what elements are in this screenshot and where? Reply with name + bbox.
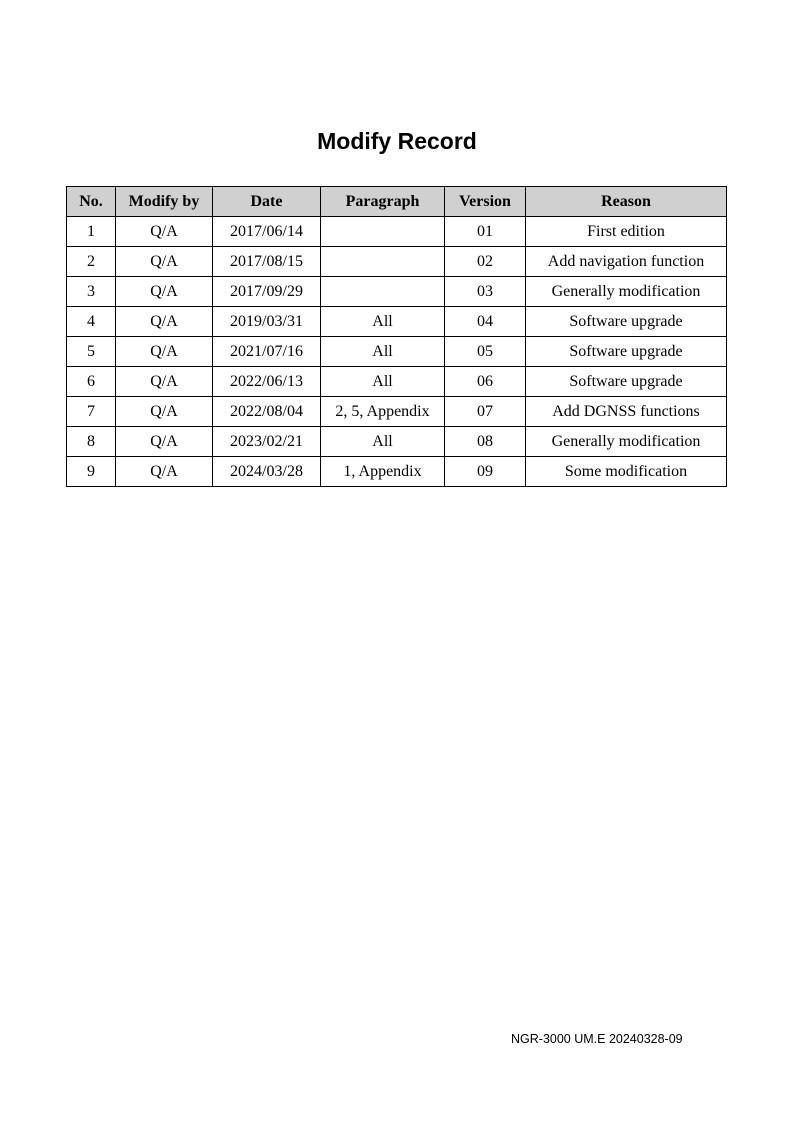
table-row: 5 Q/A 2021/07/16 All 05 Software upgrade	[66, 336, 727, 367]
cell-paragraph: All	[320, 426, 445, 457]
cell-modify-by: Q/A	[115, 306, 213, 337]
cell-reason: Software upgrade	[525, 336, 727, 367]
cell-modify-by: Q/A	[115, 246, 213, 277]
cell-reason: Add navigation function	[525, 246, 727, 277]
cell-version: 08	[444, 426, 526, 457]
cell-no: 6	[66, 366, 116, 397]
cell-modify-by: Q/A	[115, 276, 213, 307]
cell-paragraph: All	[320, 366, 445, 397]
cell-no: 2	[66, 246, 116, 277]
cell-reason: Software upgrade	[525, 306, 727, 337]
table-row: 1 Q/A 2017/06/14 01 First edition	[66, 216, 727, 247]
cell-modify-by: Q/A	[115, 366, 213, 397]
cell-reason: Add DGNSS functions	[525, 396, 727, 427]
header-modify-by: Modify by	[115, 186, 213, 217]
cell-date: 2023/02/21	[212, 426, 321, 457]
cell-version: 03	[444, 276, 526, 307]
cell-date: 2017/06/14	[212, 216, 321, 247]
cell-reason: Generally modification	[525, 276, 727, 307]
header-date: Date	[212, 186, 321, 217]
cell-paragraph: All	[320, 336, 445, 367]
cell-version: 07	[444, 396, 526, 427]
cell-date: 2022/06/13	[212, 366, 321, 397]
cell-modify-by: Q/A	[115, 396, 213, 427]
cell-version: 02	[444, 246, 526, 277]
cell-no: 4	[66, 306, 116, 337]
table-row: 6 Q/A 2022/06/13 All 06 Software upgrade	[66, 366, 727, 397]
cell-date: 2017/09/29	[212, 276, 321, 307]
table-row: 8 Q/A 2023/02/21 All 08 Generally modificatio…	[66, 426, 727, 457]
header-reason: Reason	[525, 186, 727, 217]
cell-reason: Some modification	[525, 456, 727, 487]
document-footer: NGR-3000 UM.E 20240328-09	[511, 1032, 683, 1046]
cell-paragraph	[320, 216, 445, 247]
page-title: Modify Record	[317, 128, 477, 154]
cell-version: 04	[444, 306, 526, 337]
cell-reason: Generally modification	[525, 426, 727, 457]
cell-modify-by: Q/A	[115, 336, 213, 367]
cell-version: 09	[444, 456, 526, 487]
cell-no: 9	[66, 456, 116, 487]
header-paragraph: Paragraph	[320, 186, 445, 217]
table-row: 2 Q/A 2017/08/15 02 Add navigation function	[66, 246, 727, 277]
cell-no: 1	[66, 216, 116, 247]
cell-reason: First edition	[525, 216, 727, 247]
table-row: 9 Q/A 2024/03/28 1, Appendix 09 Some modifica…	[66, 456, 727, 487]
cell-date: 2019/03/31	[212, 306, 321, 337]
cell-date: 2021/07/16	[212, 336, 321, 367]
cell-paragraph: 2, 5, Appendix	[320, 396, 445, 427]
cell-date: 2024/03/28	[212, 456, 321, 487]
table-row: 4 Q/A 2019/03/31 All 04 Software upgrade	[66, 306, 727, 337]
cell-paragraph: 1, Appendix	[320, 456, 445, 487]
cell-modify-by: Q/A	[115, 426, 213, 457]
table-row: 7 Q/A 2022/08/04 2, 5, Appendix 07 Add DGNSS …	[66, 396, 727, 427]
cell-version: 06	[444, 366, 526, 397]
cell-paragraph	[320, 246, 445, 277]
cell-no: 8	[66, 426, 116, 457]
cell-date: 2017/08/15	[212, 246, 321, 277]
header-version: Version	[444, 186, 526, 217]
cell-modify-by: Q/A	[115, 456, 213, 487]
cell-reason: Software upgrade	[525, 366, 727, 397]
table-row: 3 Q/A 2017/09/29 03 Generally modification	[66, 276, 727, 307]
cell-no: 3	[66, 276, 116, 307]
cell-modify-by: Q/A	[115, 216, 213, 247]
cell-date: 2022/08/04	[212, 396, 321, 427]
cell-no: 7	[66, 396, 116, 427]
cell-paragraph: All	[320, 306, 445, 337]
header-no: No.	[66, 186, 116, 217]
cell-version: 01	[444, 216, 526, 247]
modify-record-table: No. Modify by Date Paragraph Version Rea…	[66, 186, 727, 487]
cell-paragraph	[320, 276, 445, 307]
cell-version: 05	[444, 336, 526, 367]
table-header-row: No. Modify by Date Paragraph Version Rea…	[66, 186, 727, 217]
cell-no: 5	[66, 336, 116, 367]
